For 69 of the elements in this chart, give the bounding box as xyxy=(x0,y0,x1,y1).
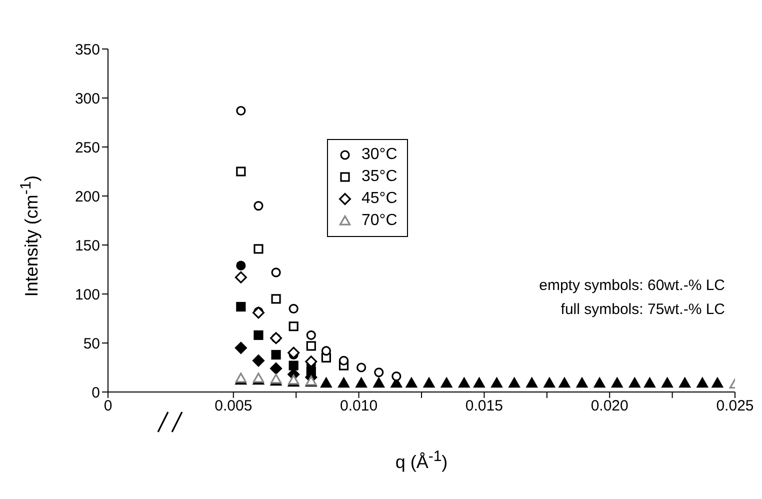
x-tick-label: 0 xyxy=(104,398,112,415)
point xyxy=(458,378,470,388)
y-tick-label: 50 xyxy=(83,335,100,352)
point xyxy=(544,378,556,388)
point xyxy=(338,378,350,388)
point xyxy=(526,378,538,388)
point xyxy=(288,322,298,332)
y-tick-label: 150 xyxy=(74,237,100,254)
point xyxy=(662,378,673,388)
point xyxy=(234,271,247,284)
point xyxy=(594,378,606,388)
point xyxy=(236,106,246,116)
x-tick-label: 0.005 xyxy=(214,398,252,415)
point xyxy=(392,372,402,382)
point xyxy=(558,378,570,388)
point xyxy=(288,304,298,314)
point xyxy=(629,378,640,388)
point xyxy=(254,201,264,211)
point xyxy=(576,378,588,388)
point xyxy=(236,302,246,312)
y-tick-label: 300 xyxy=(74,90,100,108)
point xyxy=(320,378,332,388)
y-tick-label: 0 xyxy=(92,384,100,402)
point xyxy=(406,378,418,388)
point xyxy=(254,330,264,340)
point xyxy=(288,360,298,370)
point xyxy=(270,362,282,374)
point xyxy=(644,378,656,388)
point xyxy=(252,306,264,319)
point xyxy=(356,378,367,388)
point xyxy=(373,378,384,388)
point xyxy=(712,378,724,388)
y-tick-label: 250 xyxy=(74,139,100,156)
annotation: empty symbols: 60wt.-% LC xyxy=(539,276,725,296)
y-tick-label: 100 xyxy=(74,286,100,304)
y-tick-label: 200 xyxy=(74,188,100,206)
point xyxy=(234,342,247,354)
point xyxy=(306,341,316,351)
annotation: full symbols: 75wt.-% LC xyxy=(560,300,725,320)
point xyxy=(321,346,331,356)
point xyxy=(306,330,316,340)
point xyxy=(271,350,281,360)
point xyxy=(423,378,435,388)
point xyxy=(356,362,366,372)
legend-label: 35°C xyxy=(362,168,398,186)
x-axis-title: q (Å$^{-1}$) xyxy=(394,448,449,473)
point xyxy=(474,378,485,388)
point xyxy=(679,378,690,388)
x-tick-label: 0.015 xyxy=(465,398,503,415)
x-tick-label: 0.025 xyxy=(716,398,754,415)
point xyxy=(696,378,708,388)
legend-label: 70°C xyxy=(362,212,398,230)
point xyxy=(374,368,384,378)
point xyxy=(252,354,264,367)
x-tick-label: 0.020 xyxy=(590,398,628,415)
point xyxy=(440,378,452,388)
x-tick-label: 0.010 xyxy=(340,398,378,415)
legend-label: 30°C xyxy=(362,146,398,164)
legend-label: 45°C xyxy=(362,190,398,208)
y-tick-label: 350 xyxy=(74,41,100,58)
point xyxy=(612,378,623,388)
point xyxy=(254,244,264,254)
point xyxy=(508,378,520,388)
point xyxy=(236,166,246,176)
point xyxy=(271,268,281,278)
point xyxy=(236,260,246,270)
point xyxy=(491,378,502,388)
point xyxy=(338,356,349,366)
point xyxy=(271,294,281,304)
